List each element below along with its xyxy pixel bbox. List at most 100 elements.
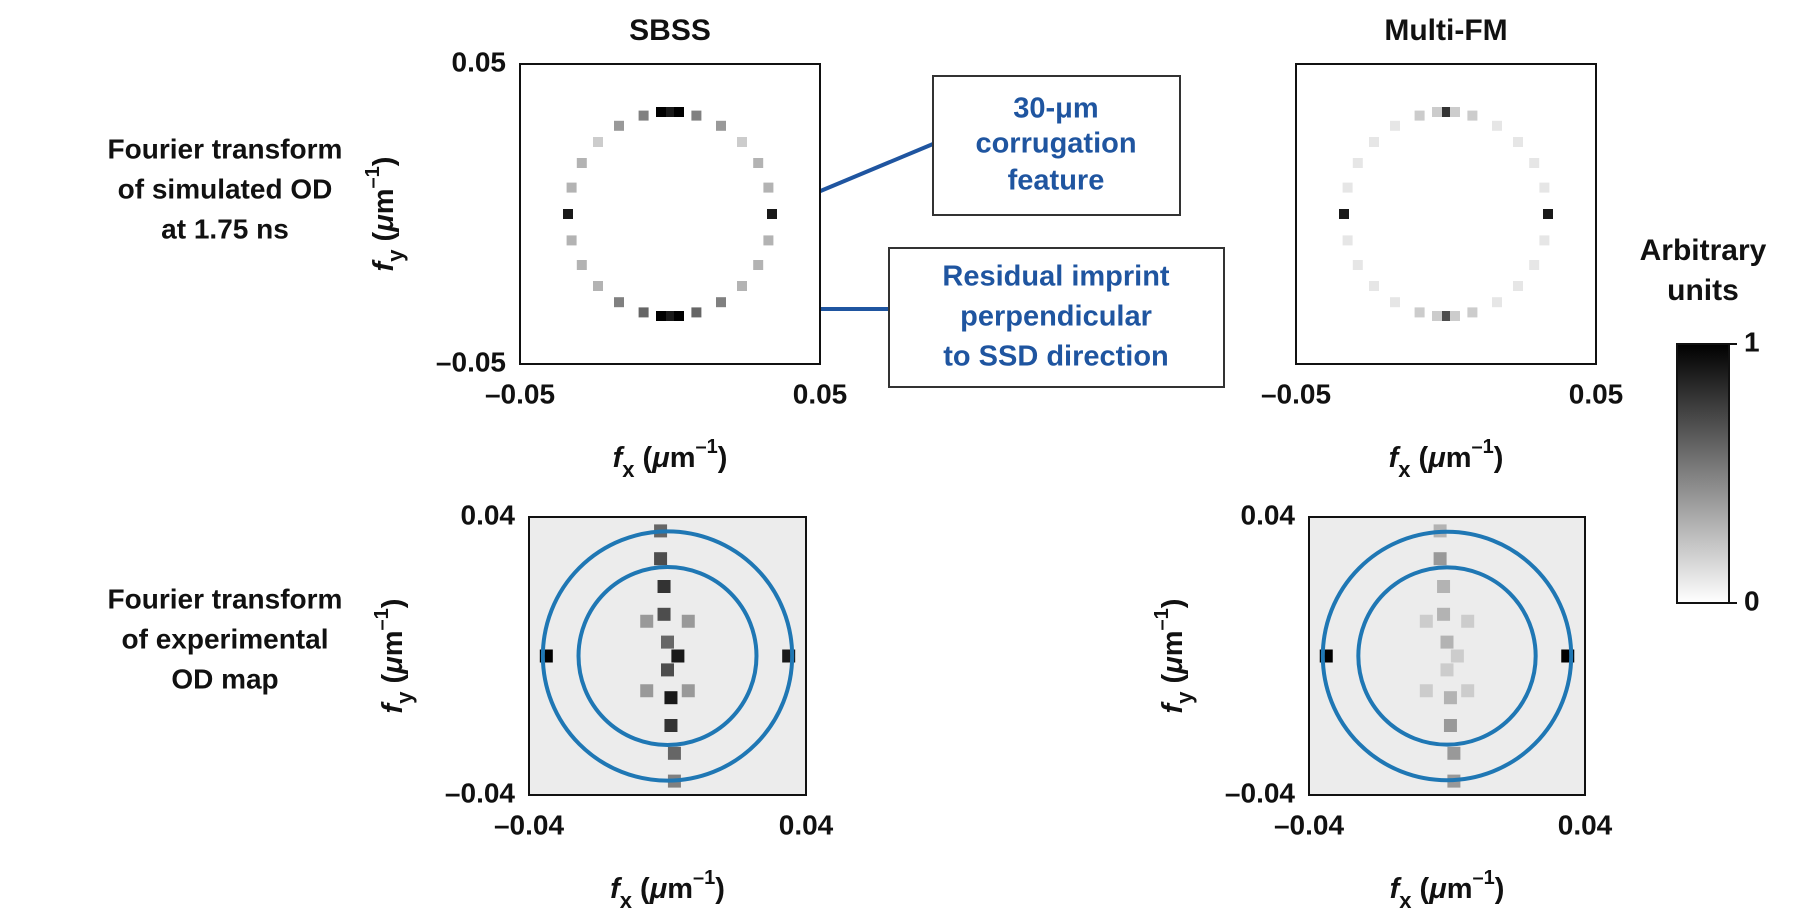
heat-cell (1539, 182, 1550, 193)
heat-cell (1433, 552, 1447, 566)
heat-cell (1543, 209, 1553, 219)
axis-label-part: ( (1411, 873, 1429, 905)
heat-cell (1467, 110, 1478, 121)
heat-cell (654, 552, 668, 566)
plot-frame (1295, 63, 1597, 365)
heat-cell (1529, 260, 1540, 270)
heat-cell (691, 110, 702, 121)
heat-cell (665, 107, 675, 117)
heat-cell (1342, 182, 1353, 193)
axis-label-part: μ (649, 873, 668, 905)
axis-label-part: μ (651, 442, 670, 474)
heat-cell (593, 281, 603, 291)
heat-cell (681, 614, 695, 628)
axis-label: fy (μm–1) (362, 157, 408, 272)
annotation-text: corrugation (975, 128, 1136, 160)
heat-cell (763, 235, 774, 246)
row-label: OD map (171, 663, 278, 694)
heat-cell (671, 649, 685, 663)
heat-cell (640, 614, 654, 628)
axis-label-part: ) (1495, 873, 1505, 905)
plot-area (1309, 517, 1585, 795)
heat-cell (1441, 107, 1451, 117)
heat-cell (767, 209, 777, 219)
x-tick-label: 0.05 (1569, 378, 1624, 409)
heat-cell (1450, 649, 1464, 663)
heat-cell (640, 684, 654, 698)
axis-label-part: μ (1427, 442, 1446, 474)
axis-label-part: x (1398, 457, 1411, 482)
axis-label-part: ( (1157, 673, 1189, 691)
axis-label-part: m (1447, 873, 1473, 905)
heat-cell (614, 297, 624, 308)
axis-label-part: ( (368, 231, 400, 249)
heat-cell (737, 281, 747, 291)
heat-cell (674, 107, 684, 117)
heat-cell (576, 158, 587, 168)
heat-cell (1369, 137, 1379, 147)
row-label: of simulated OD (118, 173, 333, 204)
axis-label-part: ) (1494, 442, 1504, 474)
heat-cell (1352, 158, 1363, 168)
annotation-text: Residual imprint (942, 261, 1170, 293)
plot-frame (519, 63, 821, 365)
annotation-text: to SSD direction (943, 341, 1169, 373)
heat-cell (656, 107, 666, 117)
x-tick-label: –0.04 (494, 809, 564, 840)
heat-cell (614, 120, 624, 131)
annotation-text: perpendicular (960, 301, 1152, 333)
x-tick-label: –0.05 (1261, 378, 1331, 409)
colorbar-title: units (1667, 274, 1739, 307)
heat-cell (1443, 719, 1457, 732)
heat-cell (1419, 614, 1433, 628)
axis-label-part: y (383, 249, 408, 262)
axis-label-part: ) (715, 873, 725, 905)
row-label: at 1.75 ns (161, 213, 289, 244)
heat-cell (665, 311, 675, 321)
colorbar-tick-label: 0 (1744, 585, 1760, 616)
ring (576, 565, 759, 747)
axis-label-part: ( (377, 673, 409, 691)
row-label: Fourier transform (108, 133, 343, 164)
axis-label-part: ) (368, 157, 400, 167)
axis-label: fx (μm–1) (1390, 867, 1505, 913)
x-tick-label: –0.05 (485, 378, 555, 409)
heat-cell (1390, 120, 1400, 131)
axis-label-part: m (670, 442, 696, 474)
heat-cell (1529, 158, 1540, 168)
colorbar-tick-label: 1 (1744, 326, 1760, 357)
heat-cell (753, 158, 764, 168)
heat-cell (1441, 311, 1451, 321)
x-tick-label: 0.05 (793, 378, 848, 409)
heat-cell (681, 684, 695, 698)
heat-cell (667, 746, 681, 760)
heat-cell (1437, 607, 1451, 621)
plot-area (529, 517, 806, 795)
heat-cell (1437, 580, 1451, 593)
axis-label-part: ) (377, 599, 409, 609)
axis-label-part: –1 (696, 436, 718, 458)
axis-label-part: x (1399, 888, 1412, 913)
heat-cell (593, 137, 603, 147)
axis-label-part: –1 (693, 867, 715, 889)
heat-cell (1390, 297, 1400, 308)
heat-cell (566, 235, 577, 246)
heat-cell (1414, 307, 1425, 318)
axis-label-part: y (1172, 691, 1197, 704)
heat-cell (661, 663, 674, 677)
axis-label-part: μ (368, 214, 400, 233)
row-label: Fourier transform (108, 583, 343, 614)
axis-label-part: –1 (371, 608, 393, 630)
y-tick-label: 0.04 (461, 499, 516, 530)
heat-cell (1443, 691, 1457, 705)
annotation-text: feature (1008, 165, 1105, 197)
row-label: of experimental (122, 623, 329, 654)
heat-cell (1432, 311, 1442, 321)
axis-label: fx (μm–1) (610, 867, 725, 913)
heat-cell (1419, 684, 1433, 698)
ring (1356, 565, 1538, 747)
heat-cell (1352, 260, 1363, 270)
axis-label-part: ( (632, 873, 650, 905)
heat-cell (1539, 235, 1550, 246)
